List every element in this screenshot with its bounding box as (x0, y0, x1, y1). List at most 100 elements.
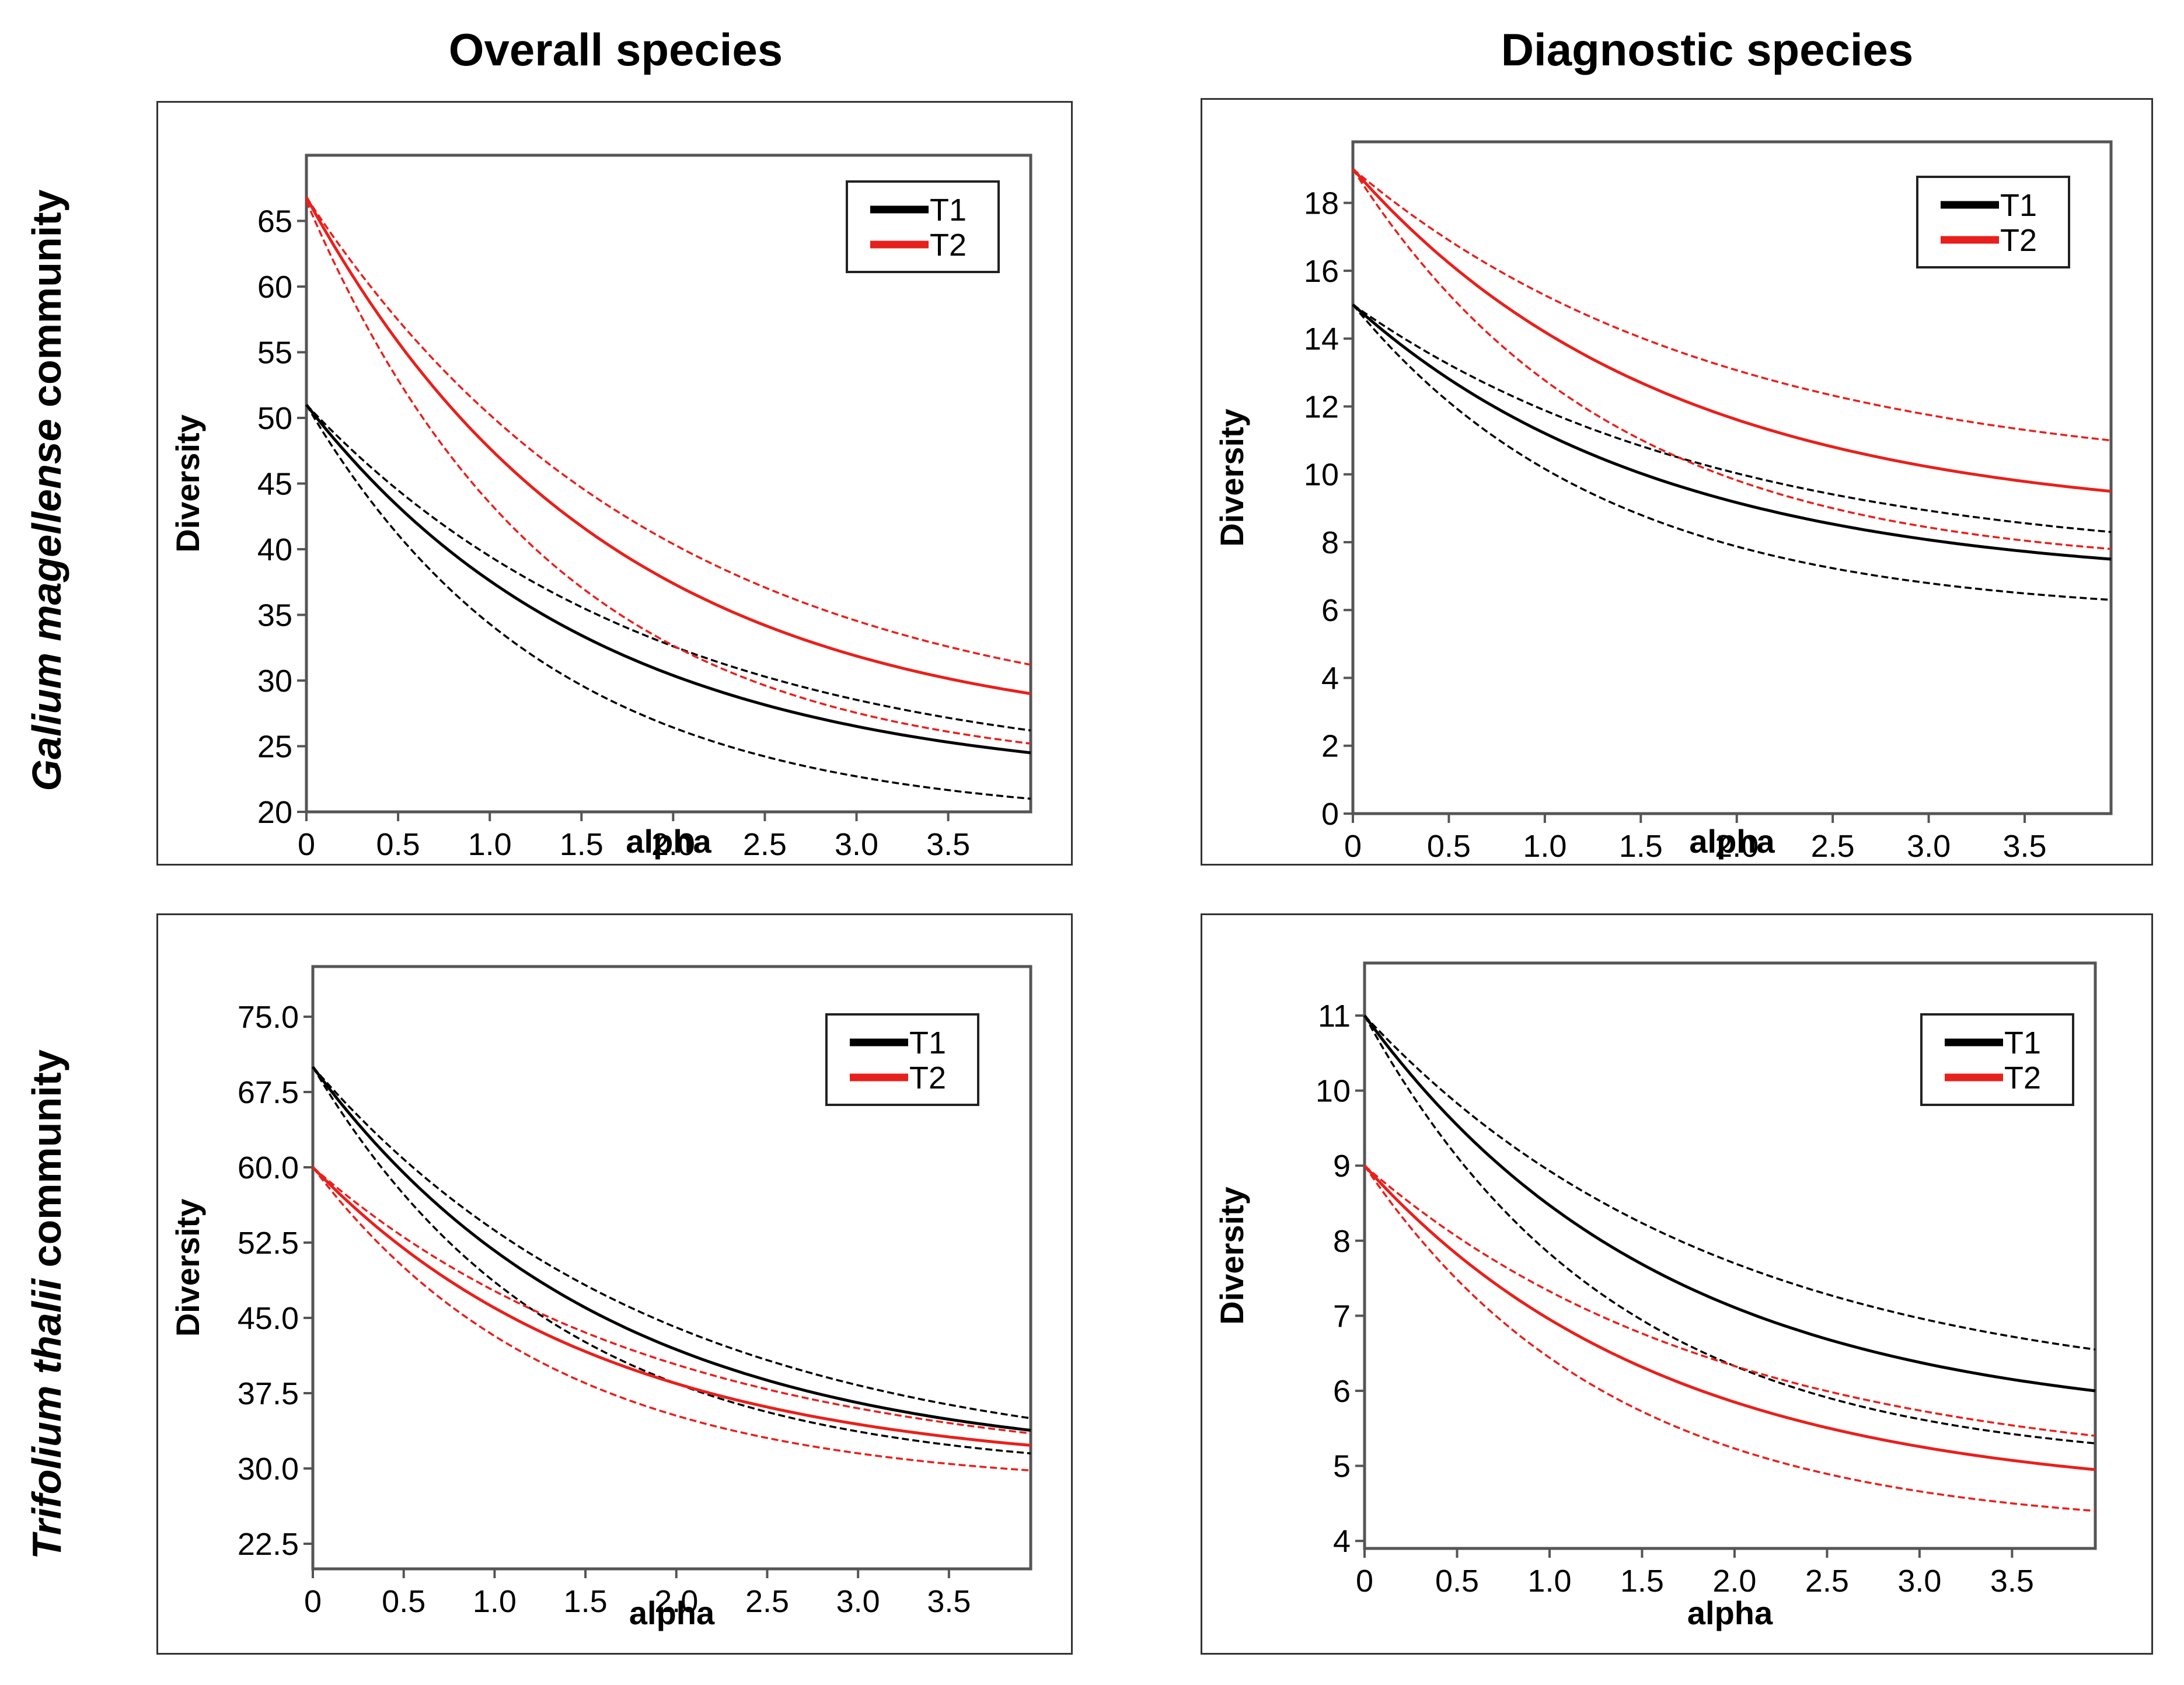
y-tick-label: 40 (257, 532, 292, 567)
y-tick-label: 50 (257, 401, 292, 436)
y-tick-label: 55 (257, 336, 292, 371)
x-tick-label: 0 (1344, 829, 1362, 864)
y-axis-title: Diversity (169, 414, 206, 553)
legend-label-t2: T2 (909, 1060, 946, 1096)
x-tick-label: 1.5 (1620, 1564, 1664, 1599)
y-tick-label: 10 (1316, 1074, 1351, 1109)
x-tick-label: 2.5 (743, 827, 787, 862)
y-tick-label: 0 (1321, 797, 1339, 832)
y-tick-label: 67.5 (238, 1075, 299, 1110)
y-axis-title: Diversity (1213, 1187, 1250, 1325)
y-tick-label: 45 (257, 467, 292, 502)
x-tick-label: 0.5 (1427, 829, 1471, 864)
y-tick-label: 30.0 (238, 1452, 299, 1487)
x-tick-label: 0 (304, 1584, 322, 1619)
legend (846, 180, 1000, 273)
series-t2-lower-line (305, 201, 1031, 745)
y-tick-label: 45.0 (238, 1301, 299, 1336)
row-title-galium: Galium magellense community (23, 190, 70, 791)
legend-label-t1: T1 (2004, 1025, 2041, 1060)
series-t2-lower-line (1363, 1165, 2096, 1512)
row-title-galium-suffix: community (24, 189, 69, 419)
y-tick-label: 75.0 (238, 1000, 299, 1035)
x-tick-label: 2.5 (1805, 1564, 1849, 1599)
series-t1-lower-line (305, 404, 1031, 800)
y-tick-label: 20 (257, 795, 292, 830)
x-axis-title: alpha (1689, 823, 1775, 860)
x-tick-label: 0 (298, 827, 315, 862)
x-tick-label: 2.5 (1811, 829, 1855, 864)
chart-svg: 0 0.5 1.0 1.5 2.0 2.5 3.0 3.5 20 25 30 35 40 45 50 55 60… (169, 154, 1032, 862)
legend (1920, 1013, 2074, 1106)
legend-label-t1: T1 (930, 193, 967, 228)
column-title-overall: Overall species (448, 24, 783, 75)
series-t1-mid-line (312, 1066, 1031, 1432)
series-t2-lower-line (1352, 168, 2112, 550)
y-tick-label: 5 (1333, 1449, 1351, 1484)
x-tick-label: 3.5 (926, 827, 970, 862)
x-tick-label: 3.0 (1907, 829, 1951, 864)
chart-svg: 0 0.5 1.0 1.5 2.0 2.5 3.0 3.5 4 5 6 7 8 9 10 11 alpha Div… (1213, 961, 2097, 1631)
series-t2-upper-line (1363, 1164, 2096, 1437)
series-t1-upper-line (1363, 1014, 2096, 1351)
series-t1-upper-line (1352, 303, 2112, 533)
series-t2-mid-line (305, 196, 1031, 695)
y-tick-label: 10 (1304, 458, 1339, 493)
y-tick-label: 11 (1318, 999, 1351, 1034)
x-tick-label: 2.0 (654, 1584, 698, 1619)
series-t2-upper-line (305, 197, 1031, 666)
y-tick-label: 8 (1333, 1224, 1351, 1259)
series-t2-upper-line (1352, 168, 2112, 442)
legend-label-t1: T1 (2000, 188, 2037, 223)
y-tick-label: 14 (1304, 322, 1339, 357)
y-tick-label: 4 (1321, 661, 1339, 696)
chart-panel-galium-diagnostic: 0 0.5 1.0 1.5 2.0 2.5 3.0 3.5 0 2 4 6 8 10 12 14 16 18 alp… (1201, 98, 2153, 866)
row-title-trifolium-species: Trifolium thalii (24, 1278, 69, 1560)
series-t1-lower-line (1352, 303, 2112, 601)
chart-panel-galium-overall: 0 0.5 1.0 1.5 2.0 2.5 3.0 3.5 20 25 30 35 40 45 50 55 60… (156, 101, 1073, 866)
column-title-diagnostic: Diagnostic species (1501, 24, 1914, 75)
y-tick-label: 18 (1304, 186, 1339, 221)
x-tick-label: 1.0 (473, 1584, 517, 1619)
x-axis-title: alpha (1687, 1595, 1773, 1631)
x-tick-label: 3.5 (927, 1584, 971, 1619)
x-axis-title: alpha (629, 1595, 715, 1631)
x-tick-label: 3.5 (2002, 829, 2046, 864)
y-tick-label: 4 (1333, 1524, 1351, 1559)
y-tick-label: 65 (257, 204, 292, 239)
legend-label-t1: T1 (909, 1025, 946, 1060)
y-tick-label: 60 (257, 270, 292, 305)
y-tick-label: 35 (257, 598, 292, 633)
series-t1-upper-line (305, 404, 1031, 732)
series-t2-mid-line (1352, 168, 2112, 493)
row-title-galium-species: Galium magellense (24, 418, 69, 791)
y-tick-label: 6 (1321, 593, 1339, 628)
y-tick-label: 9 (1333, 1149, 1351, 1184)
x-tick-label: 2.0 (1712, 1564, 1756, 1599)
x-tick-label: 0.5 (1435, 1564, 1479, 1599)
y-axis-title: Diversity (169, 1199, 206, 1337)
x-tick-label: 1.5 (564, 1584, 608, 1619)
x-tick-label: 0.5 (382, 1584, 425, 1619)
chart-panel-trifolium-overall: 0 0.5 1.0 1.5 2.0 2.5 3.0 3.5 22.5 30.0 37.5 45.0 52… (156, 913, 1073, 1655)
legend (825, 1013, 979, 1106)
y-tick-label: 16 (1304, 254, 1339, 289)
y-tick-label: 6 (1333, 1374, 1351, 1409)
series-t2-upper-line (312, 1166, 1031, 1435)
x-tick-label: 2.0 (1715, 829, 1759, 864)
chart-svg: 0 0.5 1.0 1.5 2.0 2.5 3.0 3.5 22.5 30.0 37.5 45.0 52… (169, 965, 1032, 1631)
y-tick-label: 60.0 (238, 1150, 299, 1185)
series-t1-mid-line (1352, 303, 2112, 561)
x-axis-title: alpha (626, 823, 711, 860)
y-axis-title: Diversity (1213, 409, 1250, 547)
x-tick-label: 1.5 (560, 827, 603, 862)
legend-label-t2: T2 (2004, 1060, 2041, 1096)
series-t2-mid-line (312, 1166, 1031, 1447)
series-t1-mid-line (305, 403, 1031, 755)
x-tick-label: 3.0 (1897, 1564, 1941, 1599)
y-tick-label: 12 (1304, 389, 1339, 424)
x-tick-label: 1.0 (1527, 1564, 1571, 1599)
chart-panel-trifolium-diagnostic: 0 0.5 1.0 1.5 2.0 2.5 3.0 3.5 4 5 6 7 8 9 10 11 alpha Div… (1201, 913, 2153, 1655)
x-tick-label: 3.5 (1990, 1564, 2034, 1599)
x-tick-label: 3.0 (835, 827, 878, 862)
